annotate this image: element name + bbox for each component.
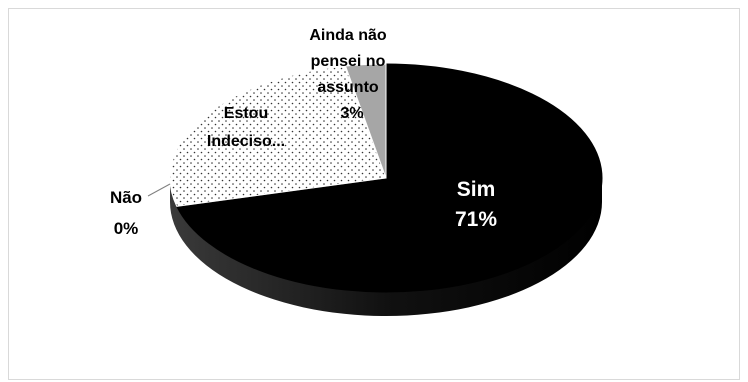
slice-label-ainda-line1: Ainda não: [309, 27, 387, 44]
slice-label-ainda-line3: assunto: [317, 79, 379, 96]
slice-label-sim-pct: 71%: [455, 208, 497, 231]
slice-label-nao-name: Não: [110, 188, 142, 207]
slice-label-ainda-pct: 3%: [340, 105, 363, 122]
pie-slice-estou-indeciso: [169, 65, 387, 207]
pie-slice-sim: [176, 63, 603, 293]
leader-line-nao: [147, 183, 171, 197]
slice-label-sim-name: Sim: [457, 178, 496, 201]
slice-label-estou-line1: Estou: [224, 105, 268, 122]
slice-label-nao-pct: 0%: [114, 219, 139, 238]
pie-slice-ainda-n-o-pensei-no-assunto: [344, 63, 387, 179]
slice-label-estou-line2: Indeciso...: [207, 133, 285, 150]
slice-label-ainda-line2: pensei no: [311, 53, 386, 70]
pie-side-wall: [170, 178, 602, 316]
